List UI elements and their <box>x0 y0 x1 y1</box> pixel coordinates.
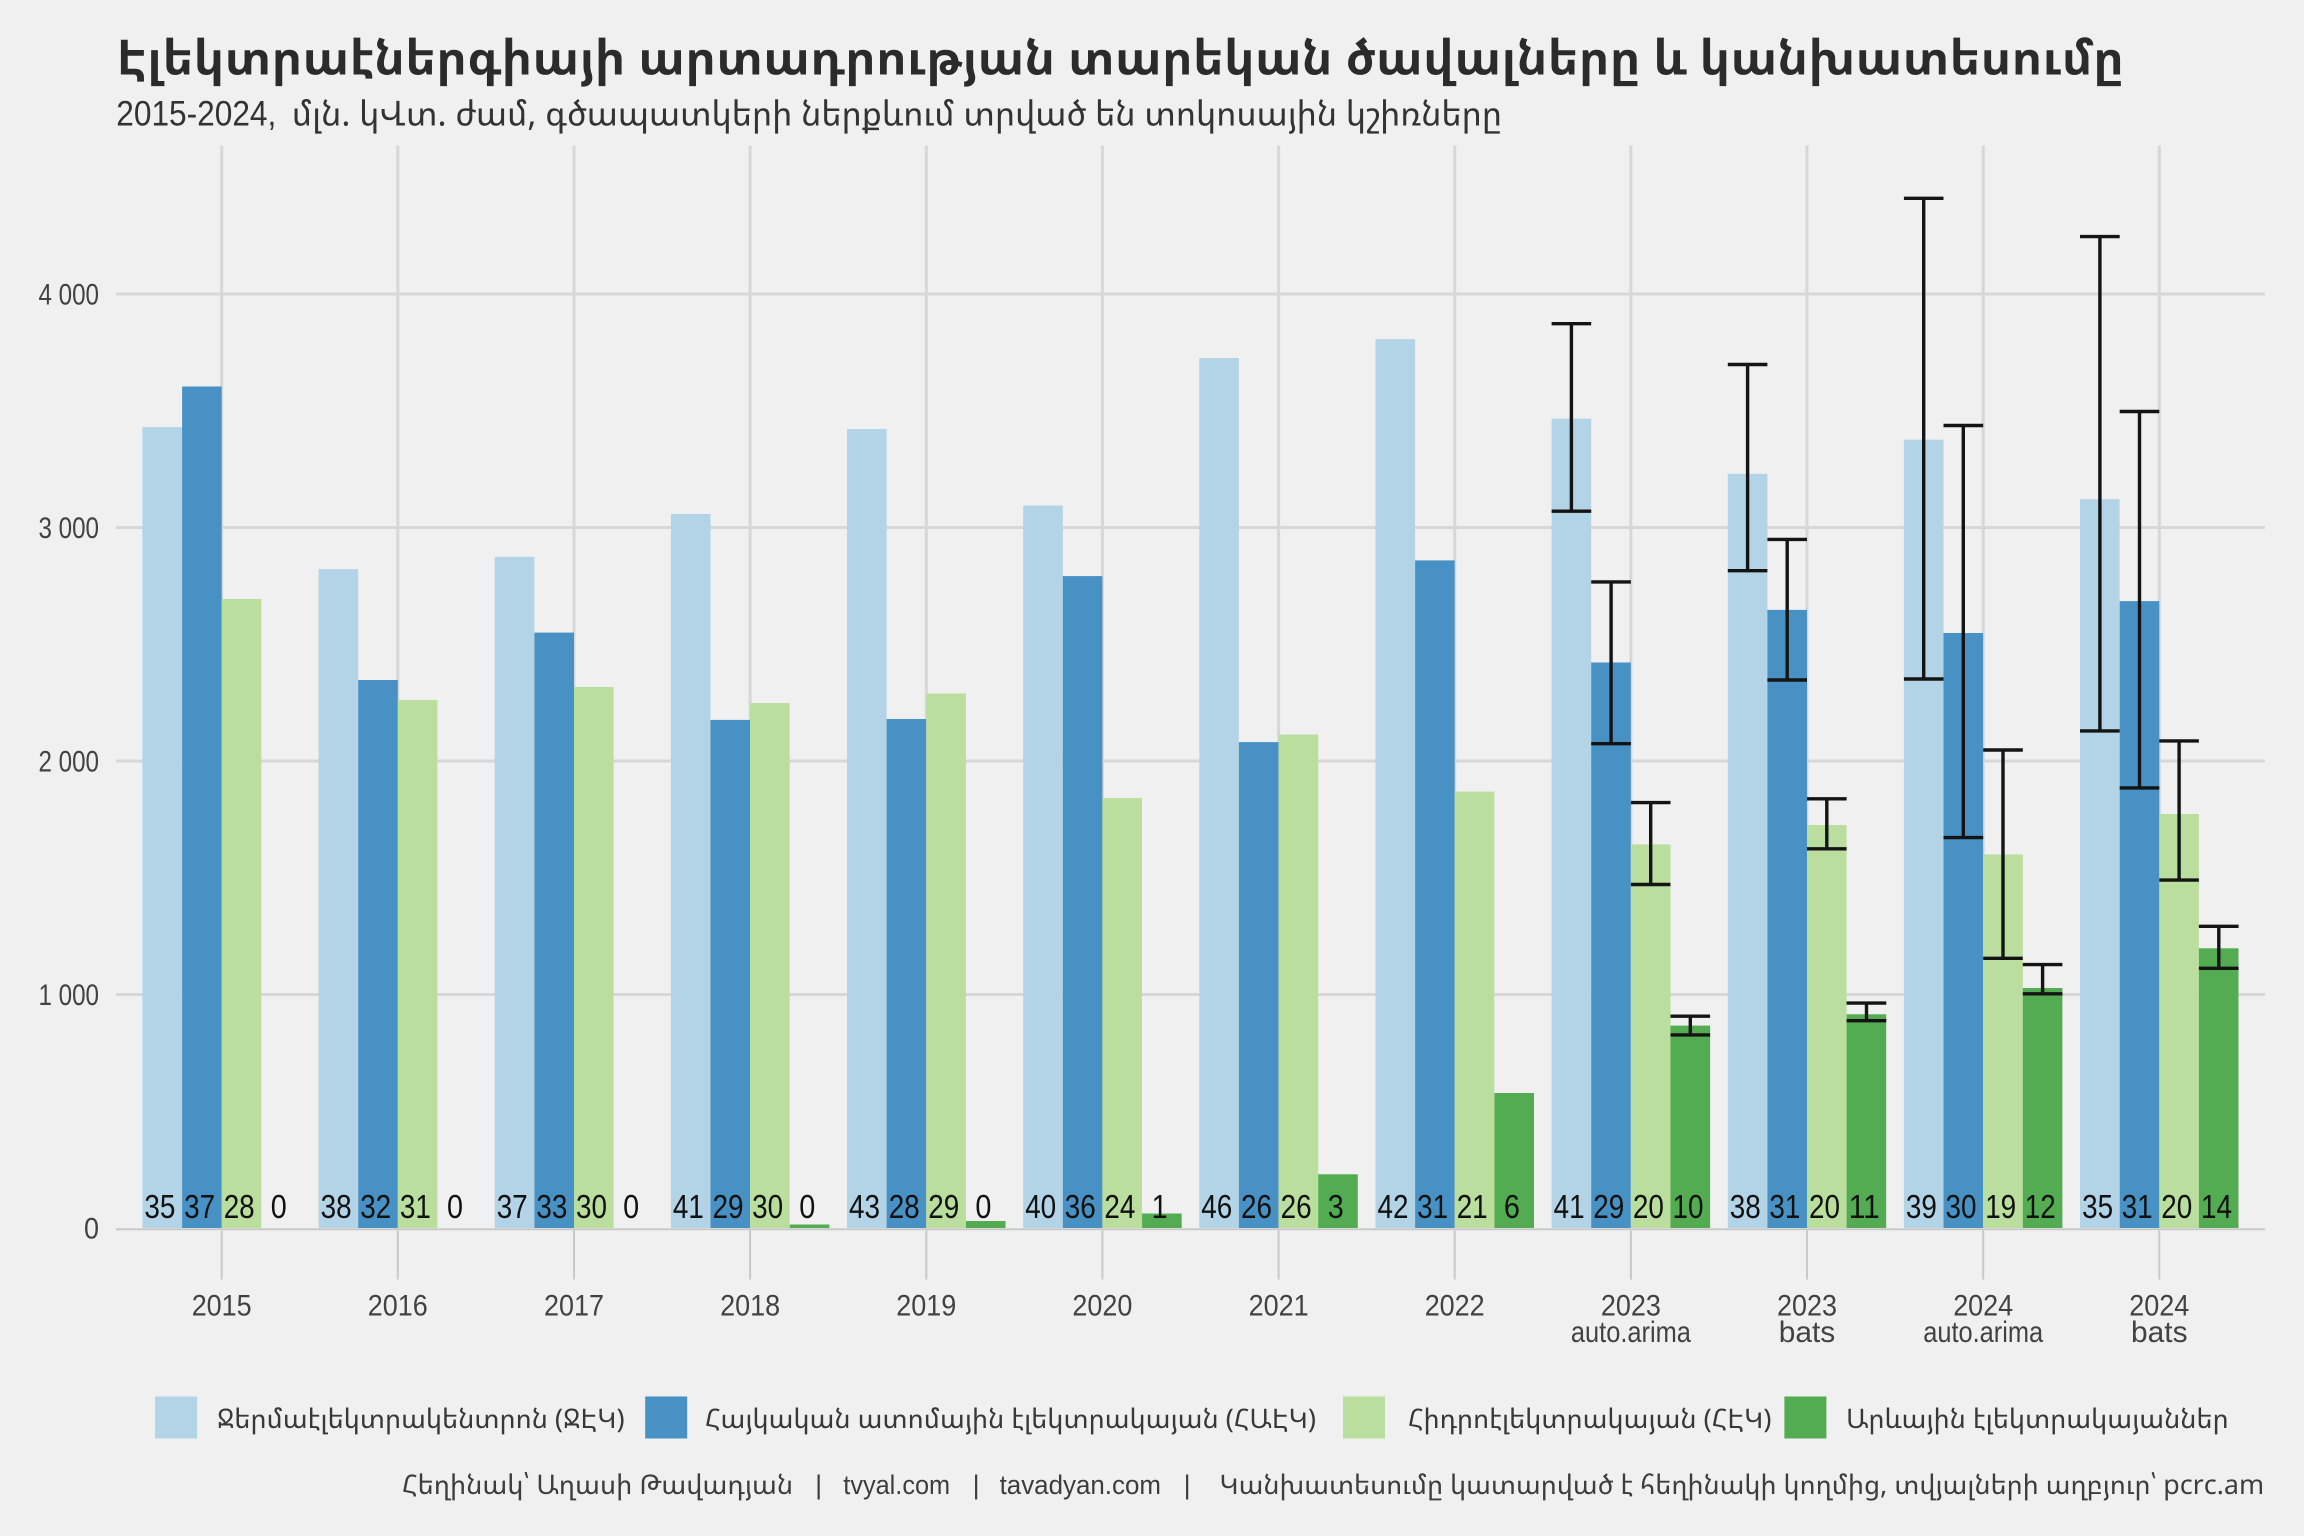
svg-text:10: 10 <box>1673 1188 1704 1225</box>
svg-text:12: 12 <box>2025 1188 2056 1225</box>
svg-text:2015-2024,: 2015-2024, <box>116 95 276 134</box>
svg-text:2022: 2022 <box>1425 1290 1485 1323</box>
svg-text:29: 29 <box>1593 1188 1624 1225</box>
svg-text:21: 21 <box>1457 1188 1488 1225</box>
svg-text:2018: 2018 <box>720 1290 780 1323</box>
svg-text:2023: 2023 <box>1601 1290 1661 1323</box>
svg-text:43: 43 <box>849 1188 880 1225</box>
svg-text:0: 0 <box>447 1188 463 1225</box>
svg-text:2019: 2019 <box>896 1290 956 1323</box>
svg-text:2017: 2017 <box>544 1290 604 1323</box>
svg-text:30: 30 <box>1946 1188 1977 1225</box>
svg-text:29: 29 <box>713 1188 744 1225</box>
svg-text:36: 36 <box>1065 1188 1096 1225</box>
svg-text:3 000: 3 000 <box>39 512 100 545</box>
svg-text:0: 0 <box>623 1188 639 1225</box>
svg-text:24: 24 <box>1104 1188 1135 1225</box>
svg-text:bats: bats <box>2131 1316 2188 1349</box>
svg-text:auto.arima: auto.arima <box>1571 1316 1691 1349</box>
svg-text:30: 30 <box>752 1188 783 1225</box>
svg-text:|: | <box>1184 1470 1191 1500</box>
svg-text:0: 0 <box>84 1213 99 1246</box>
svg-text:37: 37 <box>184 1188 215 1225</box>
svg-text:0: 0 <box>975 1188 991 1225</box>
svg-text:tvyal.com: tvyal.com <box>843 1470 950 1500</box>
svg-text:2021: 2021 <box>1249 1290 1309 1323</box>
svg-text:26: 26 <box>1241 1188 1272 1225</box>
svg-text:0: 0 <box>799 1188 815 1225</box>
svg-text:1 000: 1 000 <box>39 979 100 1012</box>
svg-text:42: 42 <box>1378 1188 1409 1225</box>
svg-text:31: 31 <box>400 1188 431 1225</box>
svg-text:20: 20 <box>1633 1188 1664 1225</box>
svg-text:31: 31 <box>1417 1188 1448 1225</box>
svg-text:auto.arima: auto.arima <box>1923 1316 2043 1349</box>
svg-text:28: 28 <box>224 1188 255 1225</box>
svg-text:|: | <box>815 1470 822 1500</box>
svg-text:31: 31 <box>2122 1188 2153 1225</box>
svg-text:14: 14 <box>2201 1188 2232 1225</box>
svg-text:1: 1 <box>1152 1188 1168 1225</box>
svg-text:2016: 2016 <box>368 1290 428 1323</box>
svg-text:20: 20 <box>2161 1188 2192 1225</box>
svg-text:33: 33 <box>536 1188 567 1225</box>
svg-text:39: 39 <box>1906 1188 1937 1225</box>
svg-text:41: 41 <box>673 1188 704 1225</box>
svg-text:30: 30 <box>576 1188 607 1225</box>
svg-text:2024: 2024 <box>1953 1290 2013 1323</box>
svg-text:38: 38 <box>321 1188 352 1225</box>
svg-text:37: 37 <box>497 1188 528 1225</box>
svg-text:2024: 2024 <box>2129 1290 2189 1323</box>
svg-text:28: 28 <box>889 1188 920 1225</box>
svg-text:|: | <box>973 1470 980 1500</box>
svg-text:38: 38 <box>1730 1188 1761 1225</box>
svg-text:bats: bats <box>1779 1316 1836 1349</box>
svg-text:6: 6 <box>1504 1188 1520 1225</box>
svg-text:20: 20 <box>1809 1188 1840 1225</box>
svg-text:35: 35 <box>144 1188 175 1225</box>
svg-text:3: 3 <box>1328 1188 1344 1225</box>
svg-text:26: 26 <box>1281 1188 1312 1225</box>
svg-text:2 000: 2 000 <box>39 746 100 779</box>
svg-text:29: 29 <box>928 1188 959 1225</box>
svg-text:2023: 2023 <box>1777 1290 1837 1323</box>
svg-text:tavadyan.com: tavadyan.com <box>1000 1470 1161 1500</box>
svg-text:41: 41 <box>1554 1188 1585 1225</box>
svg-text:32: 32 <box>360 1188 391 1225</box>
svg-text:35: 35 <box>2082 1188 2113 1225</box>
svg-text:2020: 2020 <box>1072 1290 1132 1323</box>
svg-text:4 000: 4 000 <box>39 279 100 312</box>
svg-text:11: 11 <box>1849 1188 1880 1225</box>
svg-text:2015: 2015 <box>192 1290 252 1323</box>
svg-text:46: 46 <box>1201 1188 1232 1225</box>
svg-text:31: 31 <box>1769 1188 1800 1225</box>
svg-text:19: 19 <box>1985 1188 2016 1225</box>
svg-text:40: 40 <box>1025 1188 1056 1225</box>
svg-text:0: 0 <box>271 1188 287 1225</box>
